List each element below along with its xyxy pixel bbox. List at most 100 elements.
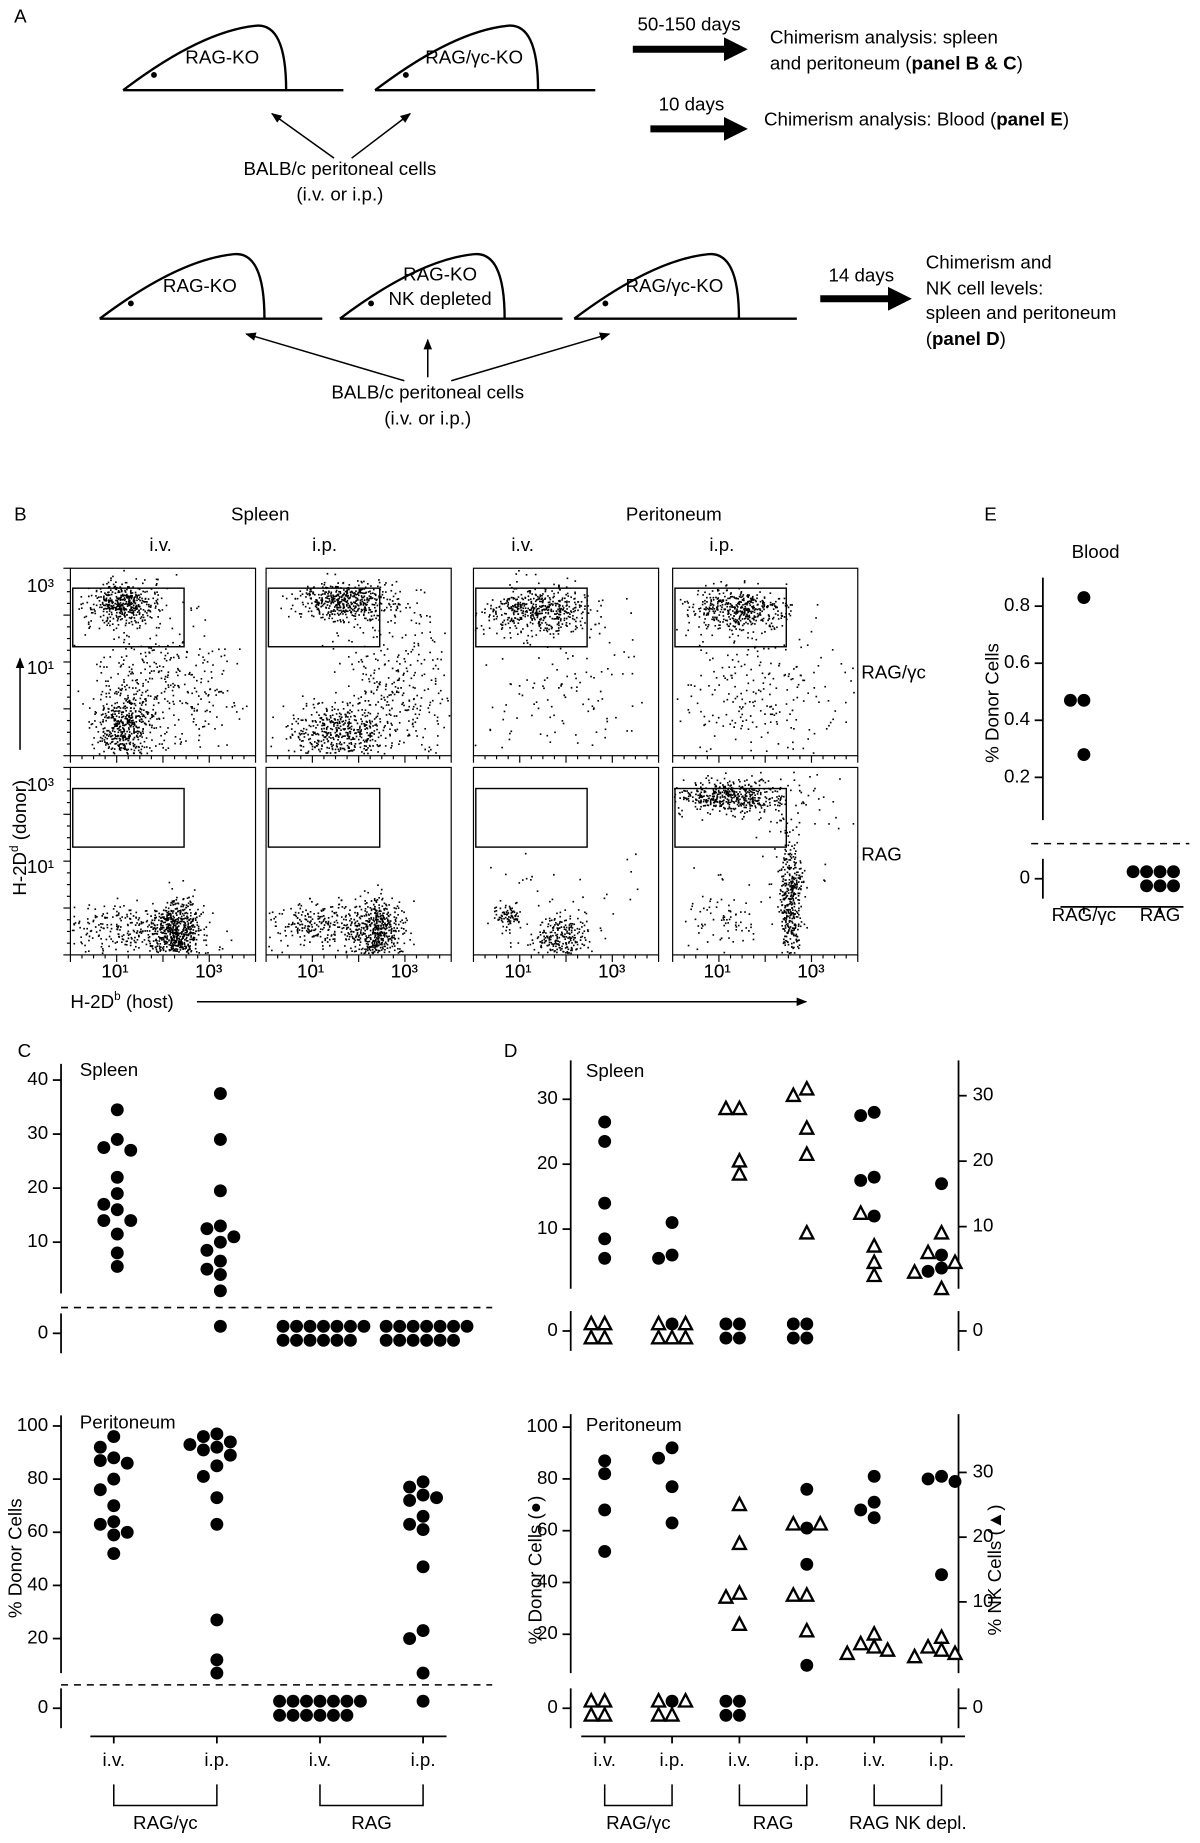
data-point [854, 1173, 868, 1187]
data-point [732, 1331, 746, 1345]
data-triangle [906, 1262, 923, 1279]
data-point [107, 1451, 121, 1465]
y2-tick-label: 20 [973, 1149, 994, 1170]
data-point [598, 1232, 612, 1246]
outcome-part: Chimerism and [926, 252, 1052, 273]
data-point [343, 1319, 357, 1333]
gate [72, 787, 185, 848]
data-triangle [731, 1534, 748, 1551]
data-point [416, 1509, 430, 1523]
data-point [732, 1708, 746, 1722]
data-point [1167, 865, 1180, 879]
data-triangle [838, 1644, 856, 1661]
data-triangle [879, 1640, 897, 1657]
data-point [276, 1333, 290, 1347]
y-tick-label: 40 [537, 1570, 558, 1591]
data-point [223, 1448, 237, 1462]
data-point [110, 1103, 124, 1117]
group-label: RAG NK depl. [849, 1812, 967, 1833]
outcome-part: and peritoneum ( [770, 52, 912, 73]
y2-tick-label: 10 [973, 1215, 994, 1236]
group-bracket [113, 1784, 218, 1807]
data-triangle [784, 1514, 802, 1531]
data-triangle [784, 1585, 802, 1602]
data-triangle [731, 1495, 748, 1512]
y-axis-label: % Donor Cells (●) [525, 1496, 546, 1645]
data-point [416, 1523, 430, 1537]
mouse-label: RAG/γc-KO [625, 275, 723, 296]
data-point [210, 1666, 224, 1680]
facs-events [474, 570, 643, 749]
outcome-text: (panel D) [926, 328, 1006, 349]
data-point [935, 1177, 948, 1191]
outcome-part: spleen and peritoneum [926, 302, 1117, 323]
data-point [286, 1694, 300, 1708]
outcome-part: Chimerism analysis: Blood ( [764, 109, 997, 130]
mouse-eye [151, 72, 157, 78]
data-point [1126, 865, 1140, 879]
data-point [460, 1319, 474, 1333]
data-point [210, 1427, 224, 1441]
data-triangle [582, 1314, 600, 1331]
data-triangle [798, 1585, 816, 1602]
data-point [107, 1472, 121, 1486]
data-point [97, 1214, 111, 1227]
data-point [110, 1246, 124, 1260]
data-point [120, 1456, 134, 1470]
x-tick-label: 10³ [391, 960, 418, 981]
data-point [800, 1482, 814, 1496]
axis-label: H-2Db (host) [70, 990, 173, 1012]
data-triangle [811, 1514, 829, 1531]
data-point [107, 1515, 121, 1529]
data-point [330, 1333, 344, 1347]
route-label: i.v. [149, 534, 172, 555]
data-point [416, 1666, 430, 1680]
data-triangle [717, 1587, 735, 1604]
data-point [213, 1319, 227, 1333]
x-tick-label: i.p. [929, 1749, 954, 1770]
data-point [110, 1187, 124, 1200]
data-point [1140, 879, 1154, 893]
data-point [433, 1333, 447, 1347]
data-point [120, 1525, 134, 1539]
data-triangle [650, 1691, 667, 1708]
data-point [1153, 879, 1167, 893]
outcome-text: Chimerism and [926, 252, 1052, 273]
data-point [317, 1319, 330, 1333]
data-point [1153, 865, 1167, 879]
data-point [665, 1516, 679, 1530]
data-point [732, 1317, 746, 1331]
data-point [800, 1557, 814, 1571]
mouse-eye [368, 300, 374, 307]
data-point [403, 1632, 417, 1646]
data-point [598, 1503, 612, 1517]
y-axis-label: % Donor Cells [982, 643, 1003, 763]
data-point [447, 1333, 460, 1347]
outcome-part: panel E [996, 109, 1063, 130]
data-triangle [596, 1328, 614, 1345]
y2-tick-label: 0 [973, 1319, 983, 1340]
data-triangle [919, 1637, 937, 1654]
data-triangle [946, 1253, 964, 1270]
mouse-label: RAG-KO [403, 263, 477, 284]
data-point [97, 1197, 111, 1211]
data-point [93, 1454, 107, 1467]
route-label: i.p. [312, 534, 337, 555]
y-tick-label: 80 [537, 1467, 558, 1488]
data-point [420, 1319, 434, 1333]
data-point [948, 1475, 962, 1488]
data-point [313, 1708, 327, 1722]
x-tick-label: 10³ [797, 960, 824, 981]
data-point [416, 1624, 430, 1638]
y2-tick-label: 30 [973, 1460, 994, 1481]
data-point [124, 1143, 138, 1157]
days-label: 10 days [659, 93, 725, 114]
data-point [196, 1430, 210, 1444]
data-point [107, 1430, 121, 1444]
y-tick-label: 30 [27, 1122, 48, 1143]
data-point [110, 1170, 124, 1184]
y-tick-label: 10 [27, 1230, 48, 1251]
data-point [732, 1694, 746, 1708]
data-point [1077, 591, 1091, 605]
